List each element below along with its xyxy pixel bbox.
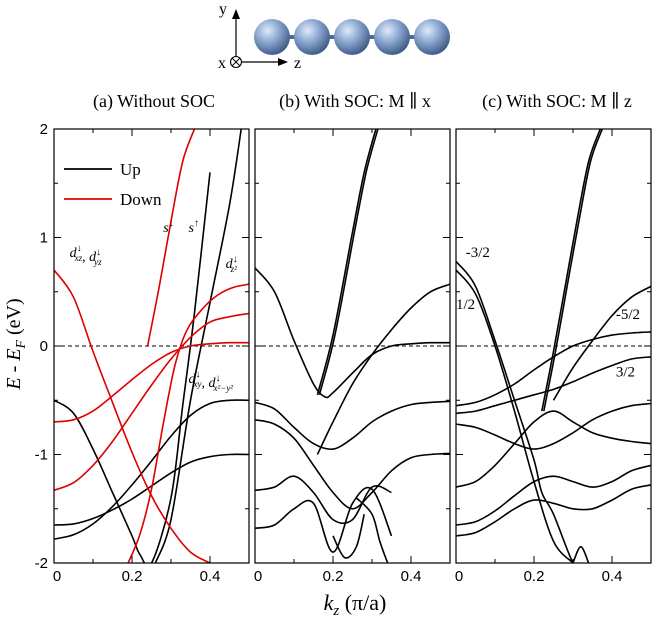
band-line — [456, 260, 581, 563]
band-line — [541, 129, 602, 412]
x-axis-label: kz (π/a) — [324, 590, 387, 619]
panel-a-title: (a) Without SOC — [93, 91, 215, 112]
band-annotation: 1/2 — [456, 297, 475, 313]
panel-c-title: (c) With SOC: M ∥ z — [482, 91, 632, 112]
cross-mark-icon — [231, 57, 241, 67]
band-line — [255, 419, 450, 510]
band-line-up — [54, 172, 211, 563]
y-tick-label: 0 — [40, 338, 48, 355]
atom-sphere — [294, 19, 330, 55]
bands — [456, 129, 651, 563]
band-annotation: d↓ xz, d↓ yz — [70, 243, 102, 267]
legend-label-up: Up — [120, 160, 141, 179]
band-line-down — [54, 312, 249, 492]
band-line — [318, 129, 379, 396]
band-annotation: s↑ — [189, 218, 199, 236]
band-line — [255, 267, 450, 399]
y-tick-label: -2 — [35, 555, 48, 572]
band-line-up — [154, 129, 242, 563]
band-line — [255, 486, 393, 553]
axis-letter-y: y — [219, 1, 227, 18]
band-line-down — [54, 269, 211, 563]
band-line — [456, 269, 574, 563]
x-tick-label: 0.4 — [200, 568, 221, 585]
band-line — [316, 283, 450, 455]
y-tick-label: 2 — [40, 121, 48, 138]
band-line-down — [146, 129, 196, 347]
y-tick-label: -1 — [35, 447, 48, 464]
panel-b: 0 0.2 0.4 — [254, 128, 451, 585]
x-tick-label: 0.2 — [524, 568, 545, 585]
bands — [255, 129, 450, 563]
panel-a: 0 0.2 0.4 -2 -1 0 1 2 Up Down d↓ xz, d↓ yz s↓ s↑ d↓ z² d↓… — [35, 121, 250, 585]
band-line — [456, 331, 651, 407]
legend-label-down: Down — [120, 190, 162, 209]
x-tick-label: 0 — [254, 568, 262, 585]
atom-sphere — [254, 19, 290, 55]
axis-letter-x: x — [218, 55, 226, 72]
band-annotation: 3/2 — [616, 364, 635, 380]
x-tick-label: 0.4 — [401, 568, 422, 585]
atom-sphere — [374, 19, 410, 55]
atom-sphere — [414, 19, 450, 55]
band-line — [456, 356, 651, 415]
panels: 0 0.2 0.4 -2 -1 0 1 2 Up Down d↓ xz, d↓ yz s↓ s↑ d↓ z² d↓… — [35, 121, 652, 585]
legend: Up Down — [64, 160, 162, 209]
panel-c: 0 0.2 0.4 -3/2 1/2 -5/2 3/2 — [455, 128, 652, 585]
x-tick-label: 0 — [53, 568, 61, 585]
y-axis-label: E - EF (eV) — [3, 298, 29, 390]
band-line — [255, 400, 450, 451]
band-line — [255, 475, 392, 525]
band-line — [456, 464, 651, 526]
band-line — [456, 410, 651, 488]
band-line — [456, 402, 651, 450]
band-annotation: s↓ — [163, 218, 173, 236]
atom-sphere — [334, 19, 370, 55]
band-line — [543, 129, 604, 412]
atomic-chain-illustration — [254, 19, 450, 55]
band-annotation: d↓ xy, d↓ x²−y² — [189, 369, 234, 393]
band-line — [456, 484, 651, 537]
x-tick-label: 0.2 — [122, 568, 143, 585]
band-line-down — [127, 283, 249, 563]
x-tick-label: 0 — [455, 568, 463, 585]
x-tick-label: 0.4 — [602, 568, 623, 585]
band-line — [316, 129, 377, 396]
x-tick-label: 0.2 — [323, 568, 344, 585]
band-line-down — [54, 341, 249, 423]
band-line — [355, 497, 389, 563]
axis-letter-z: z — [294, 55, 301, 72]
band-line — [332, 514, 365, 559]
y-tick-label: 1 — [40, 230, 48, 247]
panel-b-title: (b) With SOC: M ∥ x — [279, 91, 431, 112]
band-line-up — [54, 399, 249, 540]
z-axis-arrowhead — [278, 58, 288, 66]
y-axis-arrowhead — [232, 9, 240, 19]
band-annotation: -3/2 — [466, 245, 490, 261]
band-line — [572, 545, 590, 563]
band-annotation: d↓ z² — [226, 254, 238, 274]
band-line — [552, 285, 651, 401]
band-annotation: -5/2 — [616, 307, 640, 323]
coordinate-axes-schematic: y x z — [218, 1, 301, 72]
